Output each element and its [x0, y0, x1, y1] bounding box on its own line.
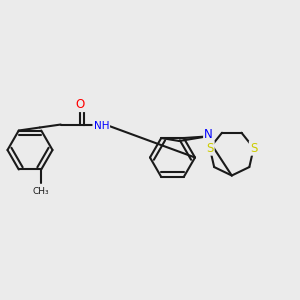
Text: CH₃: CH₃	[33, 187, 50, 196]
Text: O: O	[76, 98, 85, 111]
Text: N: N	[204, 128, 213, 141]
Text: S: S	[206, 142, 214, 154]
Text: NH: NH	[94, 121, 109, 131]
Text: S: S	[250, 142, 257, 154]
